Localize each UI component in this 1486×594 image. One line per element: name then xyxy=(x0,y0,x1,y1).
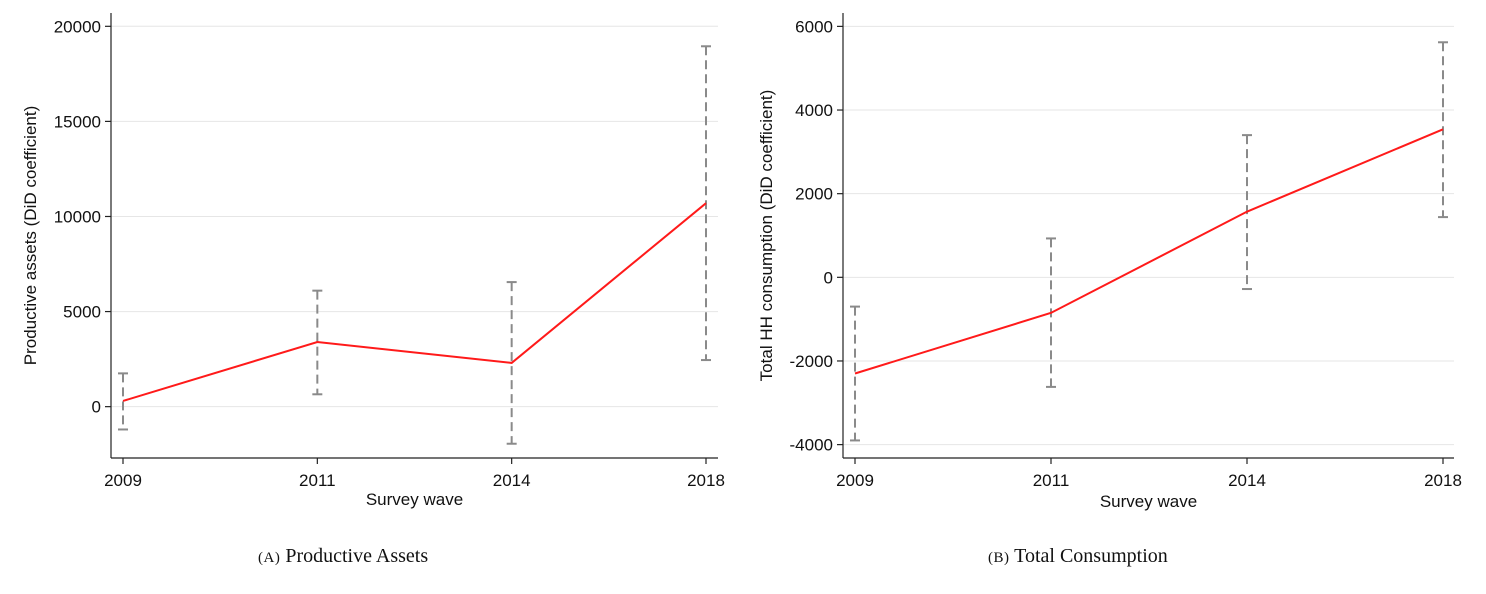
chart-a: 0 5000 10000 15000 20000 2009 2011 2014 2018 Surv… xyxy=(21,13,725,509)
chart-b: -4000 -2000 0 2000 4000 6000 2009 2011 2014 2018 S… xyxy=(757,13,1462,511)
x-axis-title: Survey wave xyxy=(1100,492,1197,511)
y-tick-label: 0 xyxy=(92,398,101,417)
y-tick-label: 2000 xyxy=(795,185,833,204)
caption-b-label: (B) xyxy=(988,550,1010,566)
series-line xyxy=(854,128,1444,375)
figure-panel-a: 0 5000 10000 15000 20000 2009 2011 2014 2018 Surv… xyxy=(0,0,740,594)
y-tick-label: 15000 xyxy=(54,112,101,131)
figure-panel-b: -4000 -2000 0 2000 4000 6000 2009 2011 2014 2018 S… xyxy=(742,0,1486,594)
x-tick-label: 2014 xyxy=(493,471,531,490)
y-tick-label: -2000 xyxy=(790,352,833,371)
y-tick-label: 10000 xyxy=(54,207,101,226)
y-axis-title: Total HH consumption (DiD coefficient) xyxy=(757,90,776,382)
y-tick-label: 6000 xyxy=(795,17,833,36)
y-tick-label: 20000 xyxy=(54,17,101,36)
caption-a-label: (A) xyxy=(258,550,281,566)
x-tick-label: 2014 xyxy=(1228,471,1266,490)
x-tick-label: 2011 xyxy=(299,471,336,490)
caption-b: (B) Total Consumption xyxy=(988,545,1168,568)
y-tick-label: 0 xyxy=(824,268,833,287)
x-tick-label: 2009 xyxy=(836,471,874,490)
caption-b-text: Total Consumption xyxy=(1014,545,1168,567)
x-axis-title: Survey wave xyxy=(366,490,463,509)
x-tick-label: 2018 xyxy=(1424,471,1462,490)
x-tick-label: 2009 xyxy=(104,471,142,490)
x-tick-label: 2018 xyxy=(687,471,725,490)
y-axis-title: Productive assets (DiD coefficient) xyxy=(21,106,40,366)
caption-a-text: Productive Assets xyxy=(285,545,429,567)
y-tick-label: 5000 xyxy=(63,303,101,322)
caption-a: (A) Productive Assets xyxy=(258,545,428,568)
x-tick-label: 2011 xyxy=(1033,471,1070,490)
y-tick-label: -4000 xyxy=(790,436,833,455)
y-tick-label: 4000 xyxy=(795,101,833,120)
series-line xyxy=(122,202,707,402)
